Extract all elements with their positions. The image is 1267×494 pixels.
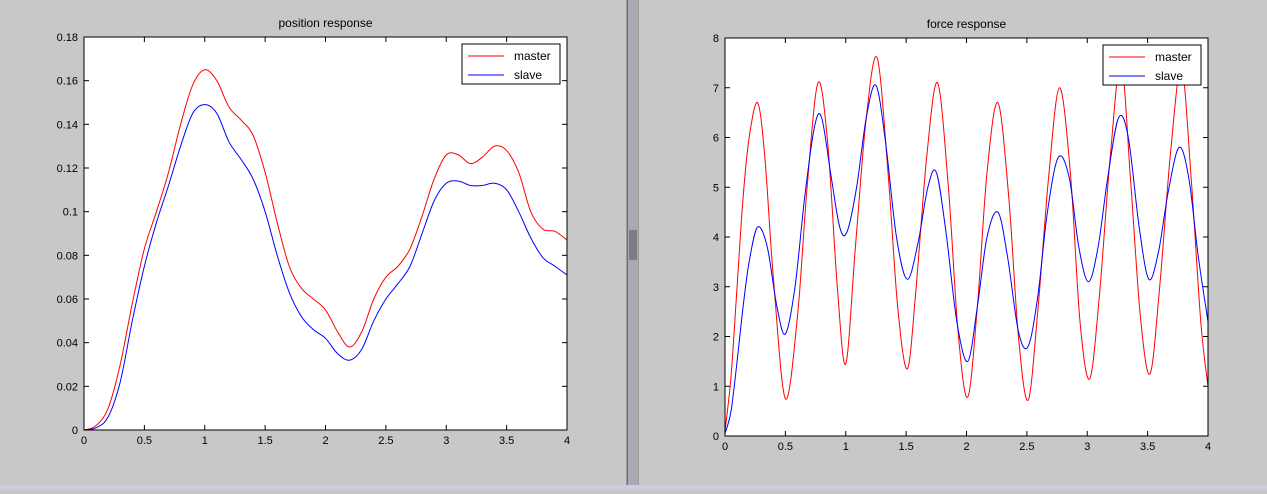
y-tick-label: 3 bbox=[713, 282, 719, 294]
series-line-slave bbox=[725, 84, 1208, 434]
chart-title: position response bbox=[278, 16, 372, 30]
y-tick-label: 6 bbox=[713, 133, 719, 145]
x-tick-label: 2 bbox=[322, 435, 328, 447]
y-tick-label: 0 bbox=[72, 425, 78, 437]
x-tick-label: 1.5 bbox=[898, 441, 913, 453]
left-figure-window: position response 0 0.5 1 1.5 2 2.5 3 3.5 4 0 0.02 0… bbox=[0, 0, 627, 489]
y-tick-label: 0.12 bbox=[57, 163, 78, 175]
splitter-grip-icon[interactable] bbox=[629, 230, 637, 260]
y-tick-label: 0.04 bbox=[57, 338, 78, 350]
y-tick-label: 0.16 bbox=[57, 76, 78, 88]
chart-title: force response bbox=[927, 17, 1007, 31]
position-response-chart: position response 0 0.5 1 1.5 2 2.5 3 3.5 4 0 0.02 0… bbox=[57, 16, 570, 447]
x-tick-label: 3.5 bbox=[499, 435, 514, 447]
plot-area bbox=[725, 38, 1208, 436]
legend-label-slave: slave bbox=[1155, 69, 1183, 83]
plot-area bbox=[84, 37, 567, 430]
bottom-border bbox=[0, 485, 1267, 489]
y-tick-label: 0.1 bbox=[63, 207, 78, 219]
legend-label-master: master bbox=[514, 49, 551, 63]
x-tick-label: 4 bbox=[564, 435, 570, 447]
y-tick-label: 0.08 bbox=[57, 250, 78, 262]
y-tick-label: 0.02 bbox=[57, 381, 78, 393]
legend-label-master: master bbox=[1155, 50, 1192, 64]
x-tick-label: 0 bbox=[722, 441, 728, 453]
legend-box bbox=[461, 43, 561, 85]
y-tick-label: 7 bbox=[713, 83, 719, 95]
series-line-master bbox=[84, 69, 567, 430]
y-tick-label: 2 bbox=[713, 332, 719, 344]
x-tick-label: 0 bbox=[81, 435, 87, 447]
legend-label-slave: slave bbox=[514, 68, 542, 82]
x-tick-label: 2.5 bbox=[378, 435, 393, 447]
legend-box bbox=[1102, 44, 1202, 86]
y-tick-label: 0 bbox=[713, 431, 719, 443]
y-tick-label: 0.18 bbox=[57, 32, 78, 44]
right-figure-window: force response 0 0.5 1 1.5 2 2.5 3 3.5 4 0 1 2 3 4 5 6 7 8… bbox=[638, 0, 1267, 489]
x-tick-label: 1.5 bbox=[257, 435, 272, 447]
y-tick-label: 1 bbox=[713, 381, 719, 393]
x-tick-label: 0.5 bbox=[778, 441, 793, 453]
x-tick-label: 0.5 bbox=[137, 435, 152, 447]
x-tick-label: 3 bbox=[443, 435, 449, 447]
x-tick-label: 3.5 bbox=[1140, 441, 1155, 453]
x-tick-label: 4 bbox=[1205, 441, 1211, 453]
x-tick-label: 1 bbox=[843, 441, 849, 453]
x-tick-label: 2 bbox=[963, 441, 969, 453]
y-tick-label: 8 bbox=[713, 33, 719, 45]
y-tick-label: 0.06 bbox=[57, 294, 78, 306]
x-tick-label: 1 bbox=[202, 435, 208, 447]
force-response-chart: force response 0 0.5 1 1.5 2 2.5 3 3.5 4 0 1 2 3 4 5 6 7 8… bbox=[713, 17, 1211, 453]
series-line-slave bbox=[84, 104, 567, 430]
y-tick-label: 5 bbox=[713, 182, 719, 194]
x-tick-label: 2.5 bbox=[1019, 441, 1034, 453]
series-line-master bbox=[725, 56, 1208, 432]
y-tick-label: 0.14 bbox=[57, 119, 78, 131]
y-tick-label: 4 bbox=[713, 232, 719, 244]
x-tick-label: 3 bbox=[1084, 441, 1090, 453]
